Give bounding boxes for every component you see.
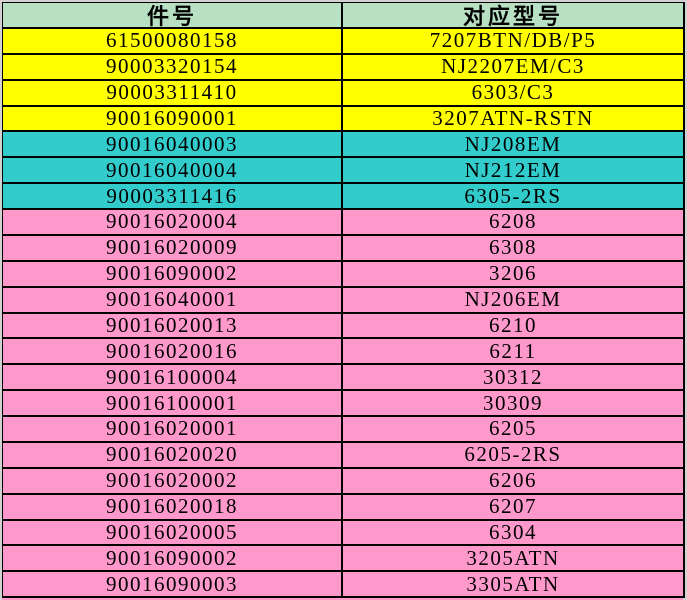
model-cell[interactable]: 7207BTN/DB/P5 <box>343 28 683 53</box>
table-row: 90016020005 6304 <box>3 518 683 545</box>
model-cell[interactable]: 30312 <box>343 365 683 390</box>
part-cell[interactable]: 90003311416 <box>3 184 343 208</box>
table-row: 90016040004 NJ212EM <box>3 156 683 183</box>
model-cell[interactable]: 6305-2RS <box>343 184 683 208</box>
table-row: 90016020004 6208 <box>3 208 683 234</box>
part-cell[interactable]: 90016090002 <box>3 261 343 286</box>
part-cell[interactable]: 90016020020 <box>3 442 343 467</box>
part-cell[interactable]: 90016100004 <box>3 365 343 390</box>
model-cell[interactable]: 6303/C3 <box>343 80 683 105</box>
part-cell[interactable]: 90016020005 <box>3 520 343 545</box>
model-cell[interactable]: 3207ATN-RSTN <box>343 106 683 131</box>
table-row: 90016020018 6207 <box>3 492 683 519</box>
model-cell[interactable]: 3206 <box>343 261 683 286</box>
part-cell[interactable]: 90016020002 <box>3 468 343 493</box>
table-row: 90016090001 3207ATN-RSTN <box>3 104 683 131</box>
model-cell[interactable]: 6206 <box>343 468 683 493</box>
part-cell[interactable]: 90003311410 <box>3 80 343 105</box>
table-row: 90016100004 30312 <box>3 363 683 390</box>
model-cell[interactable]: 6304 <box>343 520 683 545</box>
model-cell[interactable]: 6308 <box>343 235 683 260</box>
part-cell[interactable]: 90016020018 <box>3 494 343 519</box>
part-cell[interactable]: 61500080158 <box>3 28 343 53</box>
part-cell[interactable]: 90016020001 <box>3 416 343 441</box>
part-cell[interactable]: 90016020004 <box>3 209 343 234</box>
model-cell[interactable]: 3205ATN <box>343 546 683 571</box>
table-row: 61500080158 7207BTN/DB/P5 <box>3 26 683 53</box>
model-cell[interactable]: 6207 <box>343 494 683 519</box>
part-cell[interactable]: 90016100001 <box>3 391 343 415</box>
table-row: 90016020009 6308 <box>3 233 683 260</box>
model-cell[interactable]: 30309 <box>343 391 683 415</box>
model-cell[interactable]: NJ206EM <box>343 287 683 312</box>
model-cell[interactable]: 6208 <box>343 209 683 234</box>
table-row: 90016040001 NJ206EM <box>3 285 683 312</box>
table-row: 90003311416 6305-2RS <box>3 182 683 208</box>
part-cell[interactable]: 90016040003 <box>3 132 343 157</box>
table-row: 90003320154 NJ2207EM/C3 <box>3 52 683 79</box>
model-cell[interactable]: NJ212EM <box>343 158 683 183</box>
table-row: 90016090002 3206 <box>3 259 683 286</box>
table-row: 90016020002 6206 <box>3 466 683 493</box>
part-cell[interactable]: 90016090003 <box>3 572 343 597</box>
part-cell[interactable]: 90016020016 <box>3 339 343 364</box>
model-cell[interactable]: 6205 <box>343 416 683 441</box>
table-row: 90016090002 3205ATN <box>3 544 683 571</box>
part-cell[interactable]: 90016040001 <box>3 287 343 312</box>
model-cell[interactable]: 3305ATN <box>343 572 683 597</box>
model-cell[interactable]: NJ2207EM/C3 <box>343 54 683 79</box>
part-cell[interactable]: 90016040004 <box>3 158 343 183</box>
part-cell[interactable]: 90016090002 <box>3 546 343 571</box>
table-row: 90016090003 3305ATN <box>3 570 683 597</box>
table-row: 90016020001 6205 <box>3 415 683 441</box>
table-row: 90016040003 NJ208EM <box>3 130 683 157</box>
part-cell[interactable]: 90016020009 <box>3 235 343 260</box>
part-cell[interactable]: 90016090001 <box>3 106 343 131</box>
partial-bottom-row <box>2 598 683 600</box>
model-cell[interactable]: 6205-2RS <box>343 442 683 467</box>
part-cell[interactable]: 90003320154 <box>3 54 343 79</box>
model-cell[interactable]: 6211 <box>343 339 683 364</box>
table-row: 90016020020 6205-2RS <box>3 440 683 467</box>
table-row: 90003311410 6303/C3 <box>3 78 683 105</box>
header-cell-model[interactable]: 对应型号 <box>343 3 683 29</box>
header-row: 件号 对应型号 <box>3 3 683 29</box>
table-row: 90016100001 30309 <box>3 389 683 415</box>
part-cell[interactable]: 90016020013 <box>3 313 343 338</box>
header-cell-part[interactable]: 件号 <box>3 3 343 29</box>
model-cell[interactable]: NJ208EM <box>343 132 683 157</box>
model-cell[interactable]: 6210 <box>343 313 683 338</box>
table-row: 90016020013 6210 <box>3 311 683 338</box>
table-row: 90016020016 6211 <box>3 337 683 364</box>
